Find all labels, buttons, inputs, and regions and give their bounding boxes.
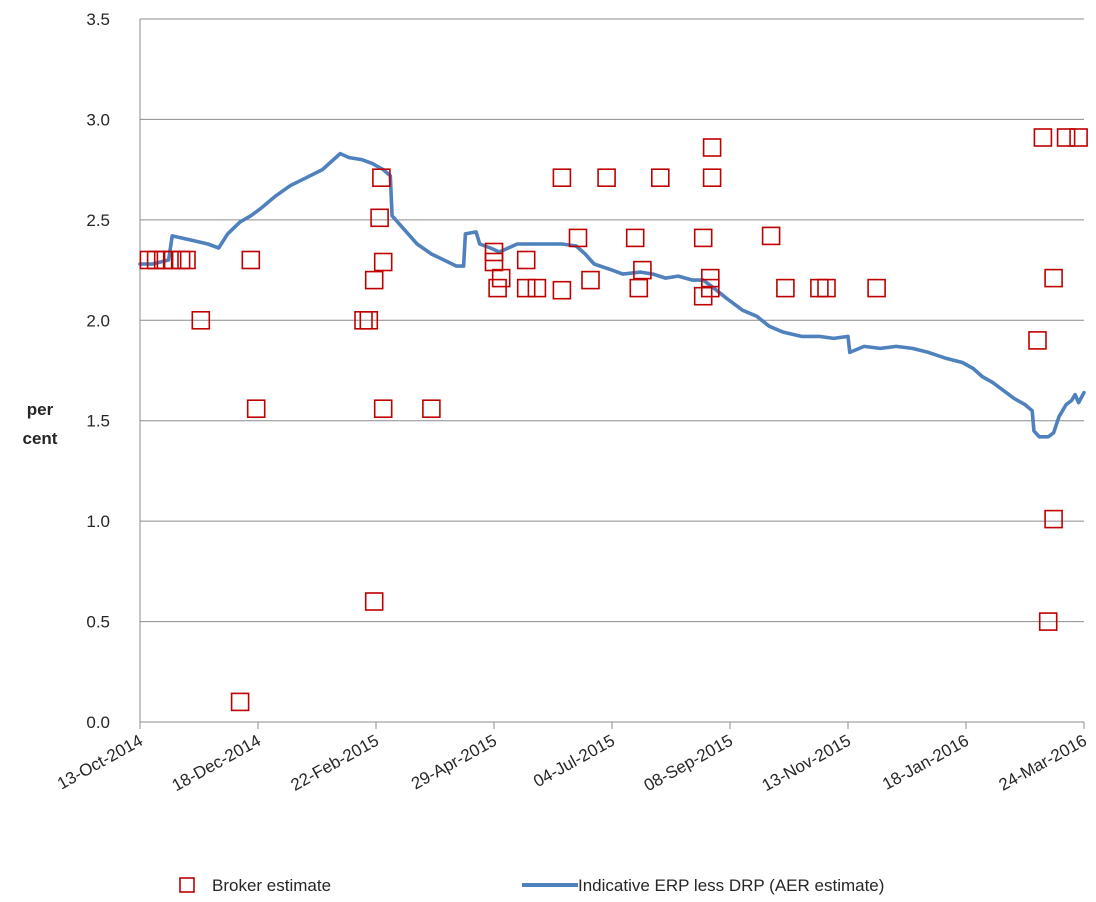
broker-estimate-point [527, 278, 547, 298]
broker-estimate-point [650, 168, 670, 187]
broker-estimate-point [552, 280, 572, 300]
broker-estimate-point [1069, 128, 1088, 147]
broker-estimate-point [693, 228, 713, 248]
broker-estimate-point [491, 268, 511, 288]
y-axis-title-line-1: per [27, 400, 54, 419]
broker-estimate-point [177, 250, 196, 270]
broker-estimate-point [488, 278, 507, 298]
broker-estimate-point [1038, 612, 1058, 631]
y-tick-label: 0.0 [86, 713, 110, 732]
gridlines [139, 18, 1084, 723]
y-axis-title-line-2: cent [23, 429, 58, 448]
x-tick-label: 08-Sep-2015 [641, 731, 736, 795]
series-line-aer-estimate [138, 151, 1086, 439]
broker-estimate-point [364, 270, 384, 290]
legend-line-label: Indicative ERP less DRP (AER estimate) [578, 876, 884, 895]
series-line-group [138, 151, 1086, 439]
broker-estimate-point [581, 270, 600, 290]
y-tick-label: 2.5 [86, 211, 110, 230]
x-tick-label: 04-Jul-2015 [530, 731, 618, 791]
y-tick-label: 3.5 [86, 10, 110, 29]
broker-estimate-point [422, 399, 441, 419]
broker-estimate-point [230, 692, 250, 712]
legend: Broker estimate Indicative ERP less DRP … [179, 876, 884, 895]
y-tick-label: 0.5 [86, 613, 110, 632]
broker-estimate-point [700, 278, 720, 298]
broker-estimate-point [1028, 331, 1047, 350]
broker-estimate-point [373, 399, 393, 419]
broker-estimate-point [700, 268, 720, 288]
y-tick-label: 2.0 [86, 311, 110, 330]
legend-broker-marker [179, 877, 195, 893]
broker-estimate-point [1033, 128, 1053, 147]
broker-estimate-point [817, 278, 836, 298]
y-axis-tick-labels: 0.0 0.5 1.0 1.5 2.0 2.5 3.0 3.5 [86, 10, 110, 732]
broker-estimate-point [246, 399, 266, 419]
x-tick-label: 13-Oct-2014 [54, 731, 146, 793]
series-scatter-group [139, 128, 1088, 712]
broker-estimate-point [633, 260, 652, 280]
broker-estimate-point [568, 228, 588, 248]
broker-estimate-point [373, 252, 393, 272]
y-tick-label: 3.0 [86, 110, 110, 129]
broker-estimate-point [484, 242, 504, 262]
broker-estimate-point [776, 278, 795, 298]
broker-estimate-point [702, 138, 722, 157]
x-tick-label: 22-Feb-2015 [288, 731, 382, 795]
x-tick-label: 24-Mar-2016 [996, 731, 1090, 795]
broker-estimate-point [191, 310, 211, 330]
broker-estimate-point [867, 278, 886, 298]
broker-estimate-point [1044, 509, 1063, 529]
broker-estimate-point [761, 226, 781, 246]
x-tick-label: 13-Nov-2015 [759, 731, 854, 795]
broker-estimate-point [372, 168, 391, 187]
x-tick-label: 18-Jan-2016 [879, 731, 972, 794]
broker-estimate-point [625, 228, 645, 248]
broker-estimate-point [702, 168, 722, 187]
x-tick-label: 18-Dec-2014 [169, 731, 264, 795]
x-axis: 13-Oct-2014 18-Dec-2014 22-Feb-2015 29-Apr-… [54, 722, 1090, 795]
legend-broker-label: Broker estimate [212, 876, 331, 895]
broker-estimate-point [516, 278, 536, 298]
broker-estimate-point [629, 278, 649, 298]
broker-estimate-point [516, 250, 536, 270]
broker-estimate-point [597, 168, 616, 187]
broker-estimate-point [1044, 268, 1063, 288]
broker-estimate-point [484, 252, 504, 272]
broker-estimate-point [359, 310, 379, 330]
broker-estimate-point [1056, 128, 1076, 147]
broker-estimate-point [810, 278, 829, 298]
broker-estimate-point [552, 168, 572, 187]
y-tick-label: 1.5 [86, 412, 110, 431]
broker-estimate-point [241, 250, 261, 270]
broker-estimate-point [370, 208, 389, 228]
broker-estimate-point [364, 592, 384, 611]
y-axis-title: per cent [23, 400, 58, 448]
x-tick-label: 29-Apr-2015 [408, 731, 500, 793]
y-tick-label: 1.0 [86, 512, 110, 531]
